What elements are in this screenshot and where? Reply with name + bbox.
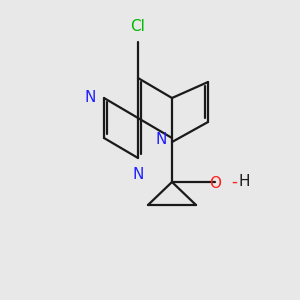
Text: N: N [132,167,144,182]
Text: O: O [209,176,221,190]
Text: -: - [231,173,237,191]
Text: N: N [156,131,167,146]
Text: Cl: Cl [130,19,146,34]
Text: H: H [238,175,250,190]
Text: N: N [85,91,96,106]
